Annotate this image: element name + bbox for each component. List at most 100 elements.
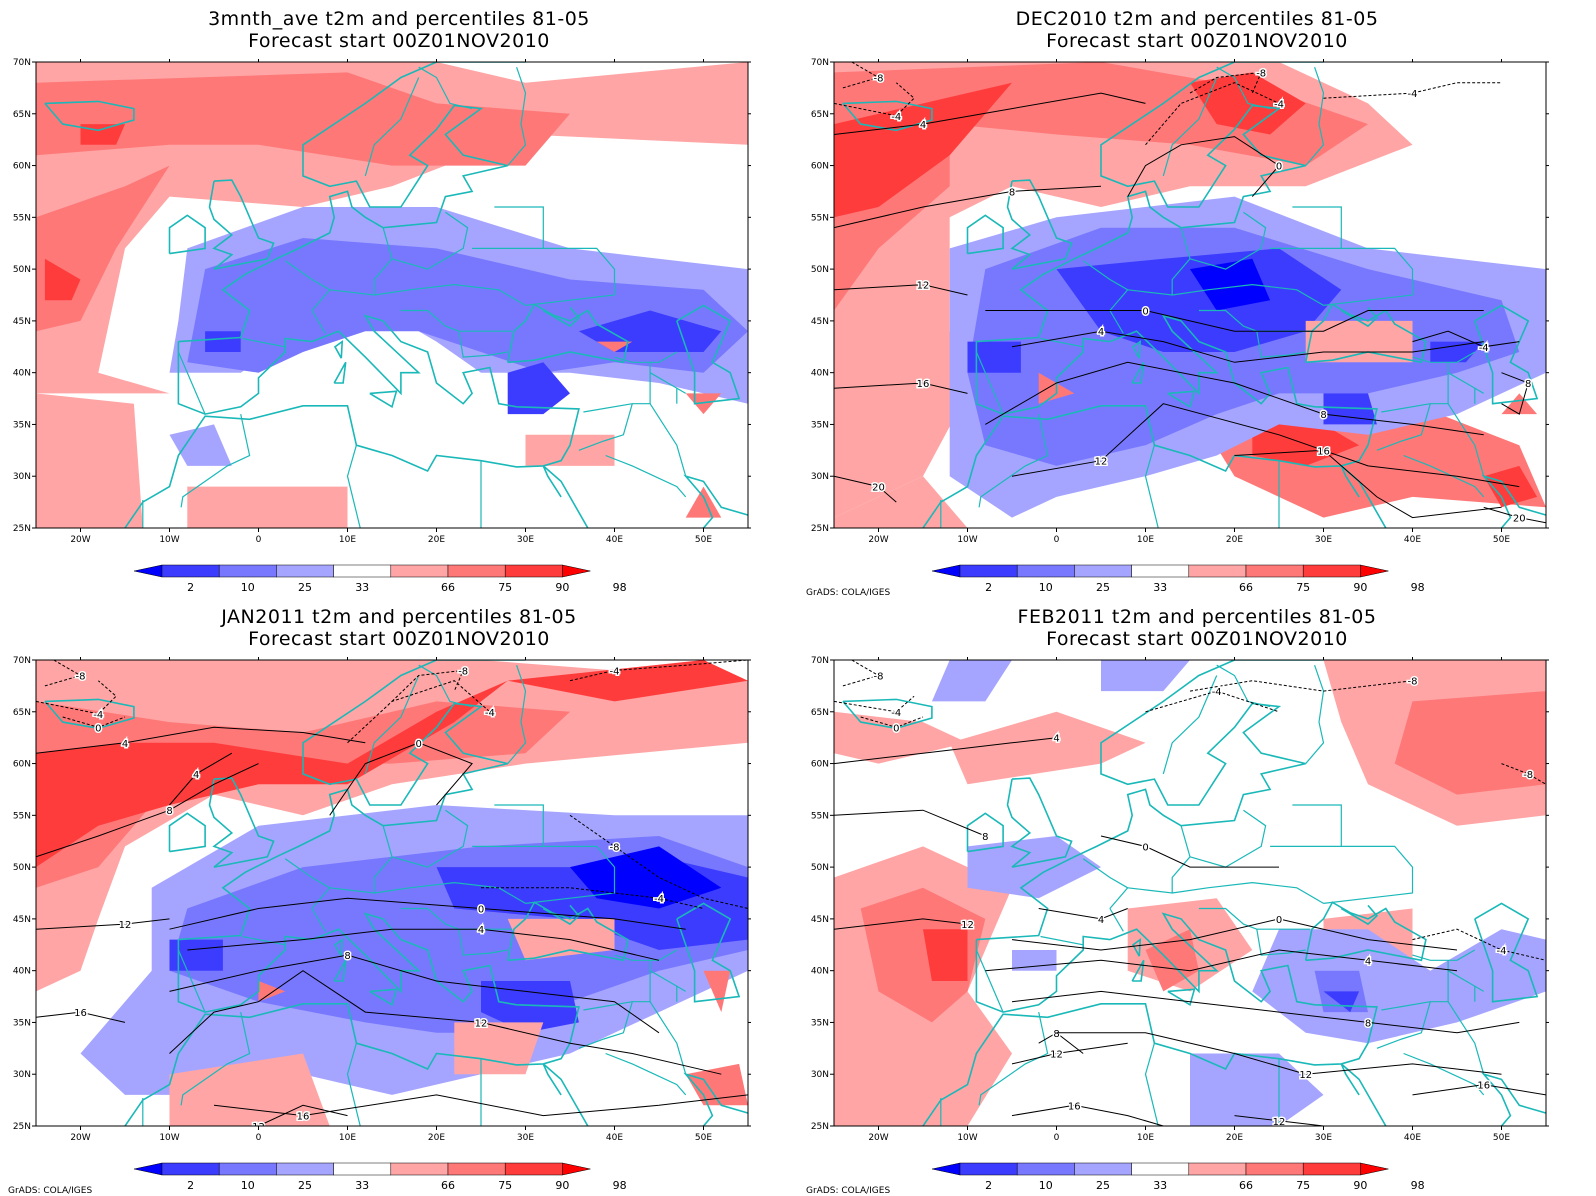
temperature-contour — [169, 954, 660, 1034]
temperature-contour — [1011, 1042, 1128, 1065]
country-border — [494, 206, 544, 249]
country-border — [1381, 362, 1449, 413]
temperature-contour — [36, 680, 117, 715]
lat-label: 55N — [13, 213, 31, 223]
country-border — [391, 809, 469, 868]
contour-label: 16 — [917, 379, 930, 390]
temperature-contour — [1501, 372, 1529, 415]
contour-label: -8 — [874, 672, 884, 683]
colorbar-label: 90 — [555, 1179, 569, 1192]
temperature-contour — [1234, 1115, 1324, 1126]
contour-label: 4 — [1098, 327, 1104, 338]
contour-label: -4 — [654, 894, 664, 905]
country-border — [1256, 929, 1306, 956]
map-layers: -8 -4 4 8 12 16 20 -4 -8 0 -4 0 4 8 12 16 -4 8 20 — [834, 62, 1546, 528]
country-border — [583, 960, 651, 1011]
map-frame — [35, 61, 749, 529]
country-border — [1189, 809, 1267, 868]
lat-label: 70N — [13, 58, 31, 68]
contour-label: 12 — [252, 1122, 265, 1133]
colorbar-segment — [1302, 1162, 1361, 1176]
percentile-shading — [36, 393, 143, 528]
temperature-contour — [834, 82, 915, 117]
colorbar-label: 66 — [441, 581, 455, 594]
temperature-contour — [834, 918, 968, 930]
country-border — [1127, 227, 1191, 296]
percentile-shading — [570, 846, 722, 909]
lat-label: 45N — [811, 317, 829, 327]
country-border — [1412, 351, 1476, 363]
country-border — [242, 935, 286, 946]
contour-label: 4 — [1098, 915, 1104, 926]
lat-label: 60N — [811, 162, 829, 172]
lon-label: 10W — [159, 1133, 179, 1143]
temperature-contour — [213, 1094, 748, 1117]
percentile-shading — [1056, 248, 1342, 352]
percentile-shading — [169, 424, 232, 466]
temperature-contour — [985, 310, 1484, 332]
coastline — [124, 314, 580, 528]
country-border — [1127, 825, 1191, 894]
contour-label: 16 — [1068, 1101, 1081, 1112]
lat-label: 70N — [811, 656, 829, 666]
percentile-shading — [1145, 929, 1199, 992]
temperature-contour — [1412, 330, 1520, 348]
contour-label: 12 — [1299, 1070, 1312, 1081]
temperature-contour — [842, 660, 880, 687]
country-border — [400, 309, 513, 332]
contour-label: 16 — [1317, 446, 1330, 457]
percentile-shading — [1323, 991, 1360, 1013]
country-border — [1216, 66, 1271, 110]
colorbar: 2 10 25 33 66 75 90 98 — [931, 564, 1425, 594]
country-border — [1172, 881, 1324, 904]
country-border — [1109, 310, 1124, 334]
coastline — [178, 660, 526, 941]
contour-label: -4 — [1479, 343, 1489, 354]
contour-label: 12 — [119, 920, 132, 931]
lat-label: 65N — [811, 110, 829, 120]
lat-label: 45N — [811, 915, 829, 925]
lon-label: 40E — [1404, 535, 1421, 545]
map-layers: -8 -4 0 4 8 12 16 4 -8 -4 0 -4 -8 -4 0 4 8 12 16 12 — [36, 660, 748, 1133]
country-border — [418, 66, 473, 110]
lon-label: 20W — [868, 535, 888, 545]
colorbar-label: 75 — [1296, 1179, 1310, 1192]
country-border — [242, 337, 286, 348]
lat-label: 60N — [811, 760, 829, 770]
coastline — [1131, 339, 1142, 359]
lat-label: 30N — [13, 1070, 31, 1080]
temperature-contour — [1127, 136, 1280, 197]
temperature-contour — [1501, 763, 1546, 785]
contour-label: 16 — [74, 1008, 87, 1019]
map-frame — [833, 659, 1547, 1127]
colorbar-segment — [1016, 564, 1075, 578]
colorbar-label: 2 — [985, 581, 992, 594]
lon-label: 0 — [1054, 535, 1060, 545]
temperature-contour — [36, 726, 366, 754]
lat-label: 65N — [811, 708, 829, 718]
colorbar-label: 90 — [1353, 581, 1367, 594]
contour-label: 0 — [1142, 842, 1148, 853]
colorbar-label: 10 — [1039, 581, 1053, 594]
temperature-contour — [36, 918, 170, 930]
colorbar: 2 10 25 33 66 75 90 98 — [931, 1162, 1425, 1192]
colorbar-arrow-high — [562, 1162, 591, 1176]
coastline — [542, 465, 589, 528]
contour-label: 12 — [1095, 457, 1108, 468]
lon-label: 0 — [256, 535, 262, 545]
country-border — [649, 970, 687, 992]
percentile-shading — [205, 331, 241, 352]
panel-feb2011: FEB2011 t2m and percentiles 81-05 Foreca… — [798, 598, 1596, 1196]
contour-label: 8 — [166, 806, 172, 817]
percentile-shading — [187, 486, 348, 528]
contour-label: 8 — [344, 951, 350, 962]
country-border — [1109, 908, 1124, 932]
country-border — [458, 929, 508, 956]
temperature-contour — [1011, 403, 1520, 488]
colorbar-label: 33 — [355, 1179, 369, 1192]
contour-label: 12 — [1273, 1117, 1286, 1128]
temperature-contour — [62, 716, 126, 728]
coastline — [1006, 777, 1073, 868]
country-border — [1162, 675, 1218, 775]
country-border — [605, 454, 687, 498]
